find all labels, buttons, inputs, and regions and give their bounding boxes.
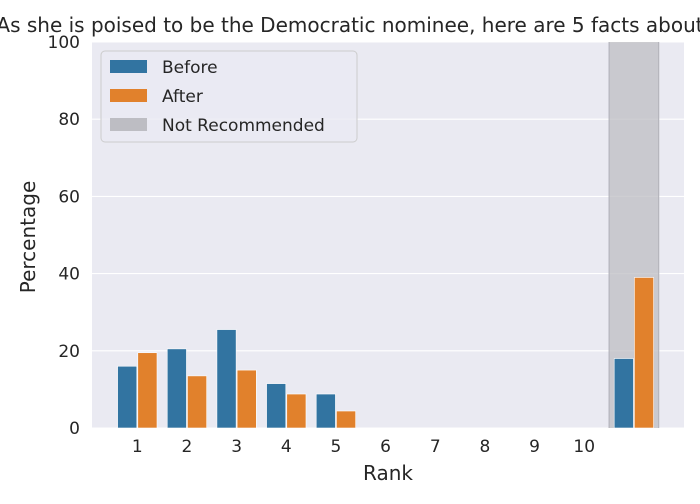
bar-after-rank-3	[236, 369, 257, 429]
bar-before-rank-2	[166, 348, 187, 429]
bar-before-rank-3	[216, 329, 237, 429]
x-axis-ticks: 1 2 3 4 5 6 7 8 9 10	[132, 437, 595, 457]
x-tick-label: 5	[331, 437, 342, 457]
bar-before-rank-1	[117, 365, 138, 429]
bars	[117, 277, 654, 429]
x-tick-label: 10	[573, 437, 595, 457]
y-tick-label: 0	[69, 419, 80, 439]
y-tick-label: 60	[58, 187, 80, 207]
bar-after-rank-2	[187, 375, 207, 429]
bar-before-rank-4	[266, 383, 287, 429]
legend-label-not-recommended: Not Recommended	[162, 116, 325, 136]
y-tick-label: 80	[58, 110, 80, 130]
bar-after-rank-5	[336, 410, 356, 429]
bar-before-rank-5	[315, 393, 336, 429]
legend-label-before: Before	[162, 58, 218, 78]
bar-before-rank-extra	[613, 358, 634, 429]
y-tick-label: 40	[58, 265, 80, 285]
x-tick-label: 8	[480, 437, 491, 457]
x-tick-label: 7	[430, 437, 441, 457]
bar-after-rank-1	[137, 352, 158, 429]
y-tick-label: 20	[58, 342, 80, 362]
bar-after-rank-4	[286, 393, 307, 429]
legend-label-after: After	[162, 87, 203, 107]
x-tick-label: 4	[281, 437, 292, 457]
chart-title: As she is poised to be the Democratic no…	[0, 13, 700, 37]
legend-swatch-before	[110, 60, 147, 73]
legend-swatch-after	[110, 89, 147, 102]
legend-swatch-not-recommended	[110, 118, 147, 131]
x-tick-label: 6	[380, 437, 391, 457]
bar-after-rank-extra	[634, 277, 654, 429]
y-axis-ticks: 0 20 40 60 80 100	[48, 33, 80, 439]
x-tick-label: 3	[231, 437, 242, 457]
x-axis-label: Rank	[363, 461, 413, 485]
x-tick-label: 9	[529, 437, 540, 457]
x-tick-label: 2	[182, 437, 193, 457]
x-tick-label: 1	[132, 437, 143, 457]
y-axis-label: Percentage	[16, 181, 40, 294]
legend: Before After Not Recommended	[100, 50, 358, 143]
legend-box	[100, 50, 358, 143]
y-tick-label: 100	[48, 33, 80, 53]
